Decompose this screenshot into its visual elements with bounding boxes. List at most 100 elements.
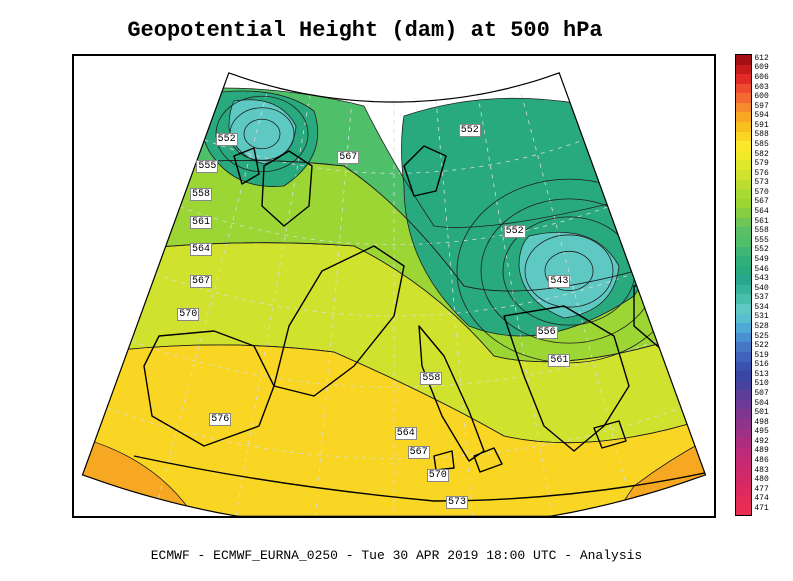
colorbar-swatch bbox=[736, 381, 751, 391]
contour-label: 567 bbox=[190, 275, 212, 288]
colorbar-swatches bbox=[735, 54, 752, 516]
colorbar-labels: 6126096066036005975945915885855825795765… bbox=[752, 54, 785, 514]
colorbar-tick: 507 bbox=[752, 389, 785, 399]
colorbar-swatch bbox=[736, 314, 751, 324]
colorbar-tick: 495 bbox=[752, 428, 785, 438]
contour-label: 576 bbox=[209, 413, 231, 426]
colorbar-swatch bbox=[736, 457, 751, 467]
colorbar-tick: 534 bbox=[752, 303, 785, 313]
contour-label: 556 bbox=[536, 326, 558, 339]
colorbar-swatch bbox=[736, 467, 751, 477]
colorbar-tick: 591 bbox=[752, 121, 785, 131]
colorbar-tick: 498 bbox=[752, 418, 785, 428]
colorbar-swatch bbox=[736, 208, 751, 218]
contour-label: 564 bbox=[395, 427, 417, 440]
colorbar-swatch bbox=[736, 74, 751, 84]
colorbar-tick: 528 bbox=[752, 322, 785, 332]
colorbar-tick: 483 bbox=[752, 466, 785, 476]
colorbar-tick: 612 bbox=[752, 54, 785, 64]
colorbar-swatch bbox=[736, 170, 751, 180]
colorbar-tick: 597 bbox=[752, 102, 785, 112]
colorbar-swatch bbox=[736, 342, 751, 352]
footer-text: ECMWF - ECMWF_EURNA_0250 - Tue 30 APR 20… bbox=[0, 548, 793, 563]
colorbar-tick: 480 bbox=[752, 475, 785, 485]
colorbar-tick: 594 bbox=[752, 111, 785, 121]
colorbar-tick: 585 bbox=[752, 140, 785, 150]
colorbar-swatch bbox=[736, 285, 751, 295]
colorbar-swatch bbox=[736, 371, 751, 381]
contour-label: 561 bbox=[548, 354, 570, 367]
contour-label: 573 bbox=[446, 496, 468, 509]
colorbar-tick: 477 bbox=[752, 485, 785, 495]
colorbar-tick: 576 bbox=[752, 169, 785, 179]
colorbar-tick: 561 bbox=[752, 217, 785, 227]
colorbar-tick: 525 bbox=[752, 332, 785, 342]
colorbar-tick: 519 bbox=[752, 351, 785, 361]
colorbar-tick: 567 bbox=[752, 198, 785, 208]
colorbar-tick: 558 bbox=[752, 226, 785, 236]
colorbar-tick: 510 bbox=[752, 380, 785, 390]
contour-label: 570 bbox=[427, 469, 449, 482]
colorbar-swatch bbox=[736, 476, 751, 486]
contour-label: 564 bbox=[190, 243, 212, 256]
colorbar-swatch bbox=[736, 323, 751, 333]
colorbar-swatch bbox=[736, 352, 751, 362]
colorbar-swatch bbox=[736, 93, 751, 103]
colorbar-tick: 570 bbox=[752, 188, 785, 198]
colorbar-swatch bbox=[736, 486, 751, 496]
colorbar-swatch bbox=[736, 151, 751, 161]
colorbar-swatch bbox=[736, 505, 751, 515]
colorbar-swatch bbox=[736, 400, 751, 410]
contour-label: 558 bbox=[420, 372, 442, 385]
colorbar-swatch bbox=[736, 429, 751, 439]
colorbar: 6126096066036005975945915885855825795765… bbox=[735, 54, 785, 514]
colorbar-swatch bbox=[736, 84, 751, 94]
contour-label: 567 bbox=[337, 151, 359, 164]
colorbar-tick: 573 bbox=[752, 179, 785, 189]
map-canvas bbox=[74, 56, 714, 516]
colorbar-swatch bbox=[736, 55, 751, 65]
colorbar-swatch bbox=[736, 160, 751, 170]
colorbar-swatch bbox=[736, 496, 751, 506]
contour-label: 552 bbox=[504, 225, 526, 238]
colorbar-swatch bbox=[736, 362, 751, 372]
colorbar-tick: 588 bbox=[752, 131, 785, 141]
colorbar-swatch bbox=[736, 275, 751, 285]
colorbar-tick: 513 bbox=[752, 370, 785, 380]
contour-label: 543 bbox=[548, 275, 570, 288]
map-panel: 5525555585615645675705765675525525435565… bbox=[72, 54, 716, 518]
colorbar-tick: 582 bbox=[752, 150, 785, 160]
contour-label: 561 bbox=[190, 216, 212, 229]
colorbar-swatch bbox=[736, 448, 751, 458]
colorbar-swatch bbox=[736, 304, 751, 314]
colorbar-swatch bbox=[736, 141, 751, 151]
colorbar-swatch bbox=[736, 419, 751, 429]
colorbar-tick: 531 bbox=[752, 313, 785, 323]
colorbar-tick: 501 bbox=[752, 408, 785, 418]
colorbar-swatch bbox=[736, 218, 751, 228]
contour-label: 558 bbox=[190, 188, 212, 201]
colorbar-tick: 579 bbox=[752, 159, 785, 169]
colorbar-tick: 522 bbox=[752, 341, 785, 351]
colorbar-swatch bbox=[736, 256, 751, 266]
colorbar-tick: 504 bbox=[752, 399, 785, 409]
colorbar-tick: 489 bbox=[752, 447, 785, 457]
colorbar-swatch bbox=[736, 65, 751, 75]
colorbar-swatch bbox=[736, 237, 751, 247]
colorbar-tick: 555 bbox=[752, 236, 785, 246]
contour-label: 555 bbox=[196, 160, 218, 173]
colorbar-swatch bbox=[736, 333, 751, 343]
colorbar-swatch bbox=[736, 112, 751, 122]
contour-label: 552 bbox=[459, 124, 481, 137]
colorbar-swatch bbox=[736, 132, 751, 142]
colorbar-tick: 552 bbox=[752, 246, 785, 256]
colorbar-tick: 486 bbox=[752, 456, 785, 466]
colorbar-swatch bbox=[736, 294, 751, 304]
colorbar-swatch bbox=[736, 189, 751, 199]
colorbar-swatch bbox=[736, 199, 751, 209]
colorbar-swatch bbox=[736, 438, 751, 448]
colorbar-swatch bbox=[736, 390, 751, 400]
colorbar-swatch bbox=[736, 180, 751, 190]
colorbar-swatch bbox=[736, 247, 751, 257]
colorbar-tick: 543 bbox=[752, 274, 785, 284]
